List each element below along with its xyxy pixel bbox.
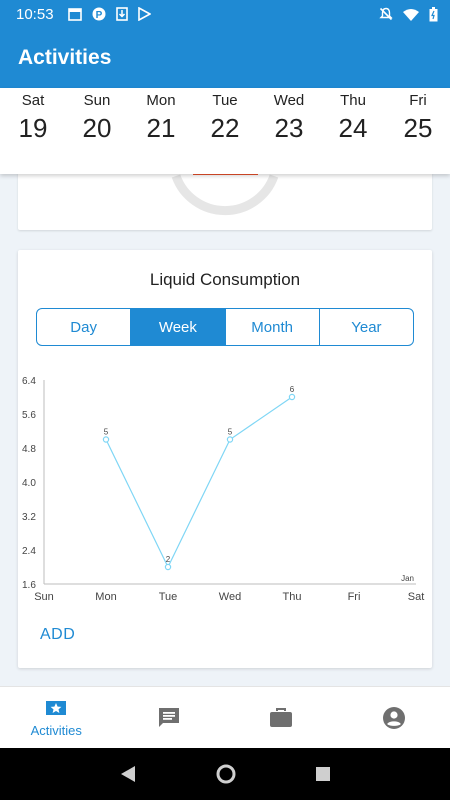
nav-label: Activities bbox=[30, 723, 82, 738]
day-number: 20 bbox=[82, 113, 112, 143]
day-name: Sat bbox=[21, 92, 45, 109]
bottom-nav: Activities bbox=[0, 686, 450, 748]
day-thursday[interactable]: Thu 24 bbox=[323, 88, 383, 144]
day-number: 19 bbox=[18, 113, 48, 143]
y-tick-label: 4.0 bbox=[22, 478, 36, 489]
data-point bbox=[288, 393, 296, 401]
mute-icon bbox=[379, 7, 393, 21]
data-point bbox=[102, 436, 110, 443]
day-number: 21 bbox=[146, 113, 176, 143]
nav-item-activities[interactable]: Activities bbox=[0, 687, 113, 748]
x-tick-label: Tue bbox=[159, 591, 178, 603]
status-time: 10:53 bbox=[16, 5, 54, 23]
system-nav bbox=[0, 748, 450, 800]
download-icon bbox=[115, 7, 128, 21]
x-tick-label: Wed bbox=[219, 591, 241, 603]
x-tick-label: Fri bbox=[348, 591, 361, 603]
day-number: 22 bbox=[210, 113, 240, 143]
card-title: Liquid Consumption bbox=[149, 270, 301, 289]
y-tick-label: 6.4 bbox=[22, 376, 36, 387]
nav-item-profile[interactable] bbox=[338, 687, 450, 748]
tab-year[interactable]: Year bbox=[351, 318, 382, 336]
y-tick-label: 1.6 bbox=[22, 580, 36, 591]
y-tick-label: 3.2 bbox=[22, 512, 36, 523]
battery-icon bbox=[429, 6, 438, 21]
y-tick-label: 4.8 bbox=[22, 444, 36, 455]
day-name: Sun bbox=[83, 92, 111, 109]
data-label: 6 bbox=[290, 385, 295, 394]
status-bar: 10:53 P bbox=[0, 0, 450, 28]
day-tuesday[interactable]: Tue 22 bbox=[195, 88, 255, 144]
day-monday[interactable]: Mon 21 bbox=[131, 88, 191, 144]
page-title: Activities bbox=[18, 46, 112, 69]
tab-week[interactable]: Week bbox=[131, 309, 226, 345]
data-point bbox=[226, 436, 234, 443]
day-number: 23 bbox=[274, 113, 304, 143]
period-selector: Day Week Month Year bbox=[36, 308, 414, 346]
day-name: Mon bbox=[146, 92, 176, 109]
day-number: 25 bbox=[403, 113, 433, 143]
tab-day[interactable]: Day bbox=[37, 309, 132, 345]
day-friday[interactable]: Fri 25 bbox=[388, 88, 448, 144]
x-tick-label: Thu bbox=[283, 591, 302, 603]
day-name: Tue bbox=[212, 92, 238, 109]
wifi-icon bbox=[403, 8, 419, 21]
parking-icon: P bbox=[92, 7, 106, 21]
day-name: Thu bbox=[340, 92, 366, 109]
calendar-icon bbox=[67, 8, 82, 21]
app-bar: Activities bbox=[0, 28, 450, 88]
briefcase-icon bbox=[270, 707, 293, 727]
day-sunday[interactable]: Sun 20 bbox=[67, 88, 127, 144]
data-label: 5 bbox=[104, 428, 109, 437]
y-tick-label: 5.6 bbox=[22, 410, 36, 421]
liquid-consumption-card: Liquid Consumption Day Week Month Year 6… bbox=[18, 250, 432, 668]
progress-card bbox=[18, 172, 432, 230]
account-icon bbox=[382, 706, 405, 729]
progress-ring bbox=[171, 172, 279, 216]
nav-item-messages[interactable] bbox=[113, 687, 226, 748]
play-store-icon bbox=[137, 7, 151, 21]
recents-icon[interactable] bbox=[315, 766, 331, 782]
y-tick-label: 2.4 bbox=[22, 546, 36, 557]
x-tick-label: Sat bbox=[408, 591, 425, 603]
svg-text:P: P bbox=[95, 10, 102, 21]
day-wednesday[interactable]: Wed 23 bbox=[259, 88, 319, 144]
data-label: 2 bbox=[166, 555, 171, 564]
star-badge-icon bbox=[46, 701, 67, 715]
day-saturday[interactable]: Sat 19 bbox=[3, 88, 63, 144]
message-icon bbox=[158, 707, 179, 727]
home-icon[interactable] bbox=[216, 764, 236, 784]
data-label: 5 bbox=[228, 428, 233, 437]
back-icon[interactable] bbox=[119, 765, 137, 783]
tab-month[interactable]: Month bbox=[226, 309, 320, 345]
series-line bbox=[105, 396, 293, 569]
x-tick-label: Mon bbox=[95, 591, 116, 603]
day-number: 24 bbox=[338, 113, 368, 143]
day-name: Wed bbox=[273, 92, 305, 109]
day-name: Fri bbox=[409, 92, 427, 109]
chart-annotation: Jan bbox=[401, 574, 414, 583]
x-tick-label: Sun bbox=[34, 591, 54, 603]
data-point bbox=[164, 563, 172, 571]
add-button[interactable]: ADD bbox=[40, 626, 76, 643]
nav-item-work[interactable] bbox=[225, 687, 338, 748]
week-strip: Sat 19 Sun 20 Mon 21 Tue 22 Wed 23 Thu 2… bbox=[0, 88, 450, 174]
